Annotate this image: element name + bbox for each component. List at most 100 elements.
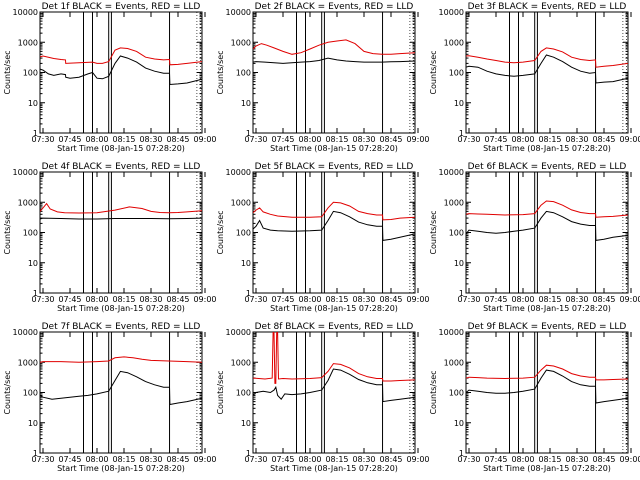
series-line-lld [253,332,415,384]
x-tick-label: 08:15 [112,455,135,464]
x-axis-label: Start Time (08-Jan-15 07:28:20) [57,304,185,313]
x-tick-label: 08:45 [592,135,615,144]
x-tick-label: 08:30 [139,135,162,144]
series-line-lld [466,47,628,68]
x-tick-label: 08:45 [166,295,189,304]
x-tick-label: 08:30 [565,455,588,464]
y-tick-label: 1000 [444,38,464,47]
x-tick-label: 07:30 [457,295,480,304]
x-tick-label: 08:45 [592,295,615,304]
y-tick-label: 1 [459,289,464,298]
y-tick-label: 1000 [18,358,38,367]
y-axis-label: Counts/sec [3,210,12,254]
x-tick-label: 07:45 [271,455,294,464]
y-tick-label: 10000 [226,328,251,337]
plot-frame [39,331,203,454]
series-line-events [253,57,415,64]
y-tick-label: 1000 [231,198,251,207]
y-tick-label: 1 [33,289,38,298]
x-tick-label: 07:45 [484,295,507,304]
x-tick-label: 09:00 [406,455,429,464]
x-tick-label: 08:00 [85,455,108,464]
panel-title: Det 3f BLACK = Events, RED = LLD [468,2,627,12]
y-tick-label: 10000 [439,328,464,337]
x-tick-label: 08:45 [166,135,189,144]
y-axis-label: Counts/sec [429,370,438,414]
x-tick-label: 08:00 [511,295,534,304]
x-tick-label: 07:30 [31,135,54,144]
y-tick-label: 100 [449,69,464,78]
y-tick-label: 10 [28,259,38,268]
x-tick-label: 07:45 [484,455,507,464]
x-tick-label: 08:15 [112,135,135,144]
series-line-events [40,55,202,86]
y-tick-label: 100 [23,389,38,398]
panel-4: Det 4f BLACK = Events, RED = LLD 1 10 100 10… [3,162,217,313]
series-line-lld [253,201,415,221]
panel-7: Det 7f BLACK = Events, RED = LLD 1 10 100 10… [3,322,217,473]
x-tick-label: 08:00 [298,135,321,144]
x-tick-label: 08:15 [538,295,561,304]
x-tick-label: 09:00 [193,295,216,304]
panel-title: Det 5f BLACK = Events, RED = LLD [255,162,414,172]
series-line-events [466,369,628,404]
y-tick-label: 10000 [13,328,38,337]
x-tick-label: 08:15 [325,455,348,464]
x-tick-label: 08:15 [538,455,561,464]
y-tick-label: 10000 [226,168,251,177]
panel-8: Det 8f BLACK = Events, RED = LLD 1 10 100 10… [216,322,430,473]
y-tick-label: 1000 [231,38,251,47]
x-tick-label: 08:30 [352,455,375,464]
y-tick-label: 10 [454,99,464,108]
series-line-lld [40,202,202,214]
x-axis-label: Start Time (08-Jan-15 07:28:20) [483,304,611,313]
y-tick-label: 100 [236,69,251,78]
series-line-lld [253,39,415,55]
x-axis-label: Start Time (08-Jan-15 07:28:20) [270,464,398,473]
series-line-events [40,370,202,406]
series-line-events [253,368,415,403]
panel-2: Det 2f BLACK = Events, RED = LLD 1 10 100 10… [216,2,430,153]
x-axis-label: Start Time (08-Jan-15 07:28:20) [270,304,398,313]
y-tick-label: 10000 [226,8,251,17]
x-tick-label: 09:00 [193,135,216,144]
y-tick-label: 10 [241,99,251,108]
y-tick-label: 1 [246,289,251,298]
x-tick-label: 08:15 [538,135,561,144]
x-tick-label: 08:45 [592,455,615,464]
x-tick-label: 07:30 [457,135,480,144]
y-tick-label: 1 [459,449,464,458]
x-axis-label: Start Time (08-Jan-15 07:28:20) [57,464,185,473]
x-tick-label: 07:45 [58,295,81,304]
x-tick-label: 08:45 [166,455,189,464]
panel-1: Det 1f BLACK = Events, RED = LLD 1 10 100 10… [3,2,217,153]
series-line-events [466,54,628,84]
x-tick-label: 08:00 [85,135,108,144]
plot-frame [39,171,203,294]
x-axis-label: Start Time (08-Jan-15 07:28:20) [270,144,398,153]
series-line-lld [40,47,202,66]
y-tick-label: 10 [454,259,464,268]
panel-title: Det 6f BLACK = Events, RED = LLD [468,162,627,172]
y-tick-label: 10 [241,259,251,268]
x-tick-label: 09:00 [619,135,640,144]
y-tick-label: 10000 [439,168,464,177]
y-tick-label: 1 [33,129,38,138]
y-axis-label: Counts/sec [216,50,225,94]
series-line-lld [466,364,628,381]
y-tick-label: 100 [23,229,38,238]
x-tick-label: 08:00 [511,135,534,144]
x-tick-label: 07:30 [244,295,267,304]
y-tick-label: 10 [241,419,251,428]
x-tick-label: 07:30 [244,455,267,464]
x-tick-label: 07:30 [457,455,480,464]
series-line-lld [466,200,628,218]
y-axis-label: Counts/sec [429,210,438,254]
x-tick-label: 08:30 [139,455,162,464]
x-tick-label: 08:15 [325,135,348,144]
y-tick-label: 1 [33,449,38,458]
panel-6: Det 6f BLACK = Events, RED = LLD 1 10 100 10… [429,162,640,313]
panel-title: Det 1f BLACK = Events, RED = LLD [42,2,201,12]
y-axis-label: Counts/sec [216,210,225,254]
